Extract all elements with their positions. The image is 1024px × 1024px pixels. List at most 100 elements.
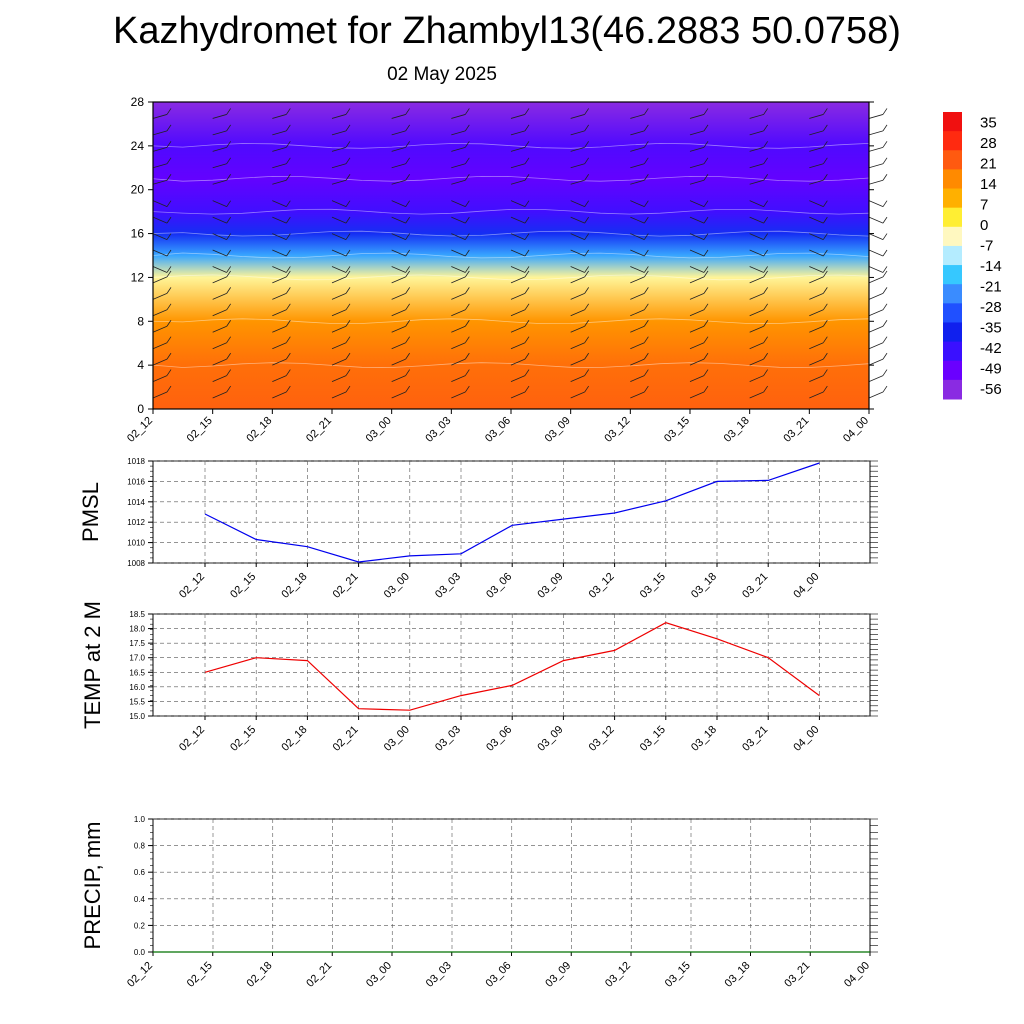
wind-barb [809,216,824,224]
wind-barb [868,325,884,333]
wind-barb-flag [524,385,530,393]
wind-barb-flag [286,266,291,273]
wind-barb-flag [345,369,351,376]
wind-barb-flag [286,157,291,165]
wind-barb-flag [226,352,231,360]
wind-barb-flag [465,320,470,327]
wind-barb-flag [345,303,351,311]
wind-barb-flag [405,124,410,132]
heatmap-contour-line [152,362,870,368]
wind-barb-flag [882,141,888,148]
wind-barb [272,342,287,350]
wind-barb [868,276,884,284]
wind-barb-flag [345,200,351,207]
x-tick-label: 03_18 [689,571,719,601]
wind-barb [451,292,466,300]
wind-barb [510,292,526,300]
wind-barb [391,375,406,382]
wind-barb-flag [345,320,351,327]
wind-barb-flag [584,320,589,327]
wind-barb [630,179,645,185]
x-tick-label: 03_18 [689,724,719,754]
wind-barb-flag [703,108,709,115]
wind-barb [570,309,585,317]
wind-barb [152,309,168,317]
colorbar-swatch [943,265,962,285]
wind-barb-flag [644,200,649,207]
x-tick-label: 03_09 [535,571,565,601]
y-tick-label: 1018 [127,457,145,466]
wind-barb [868,146,884,152]
wind-barb [272,200,287,208]
wind-barb [152,292,168,300]
wind-barb-flag [584,303,589,311]
wind-barb-flag [703,270,709,278]
wind-barb-flag [823,141,828,148]
wind-barb [331,163,347,169]
wind-barb [212,391,227,399]
wind-barb-flag [405,141,410,148]
colorbar-label: -49 [980,360,1002,377]
colorbar-label: 0 [980,217,988,234]
wind-barb-flag [823,336,828,343]
y-tick-label: 1010 [127,539,145,548]
wind-barb-flag [703,320,709,327]
wind-barb [331,233,347,240]
x-tick-label: 02_18 [245,960,275,990]
chart-title: Kazhydromet for Zhambyl13(46.2883 50.075… [113,10,901,52]
wind-barb-flag [524,200,530,207]
wind-barb [212,292,227,300]
wind-barb [510,266,526,273]
wind-barb-flag [882,124,888,132]
wind-barb-flag [345,108,351,115]
wind-barb-flag [644,216,649,224]
wind-barb-flag [345,124,351,132]
wind-barb-flag [345,233,351,240]
y-tick-label: 16.0 [129,683,145,692]
y-tick-label: 17.0 [129,654,145,663]
wind-barb-flag [823,216,828,224]
wind-barb-flag [823,287,828,294]
wind-barb-flag [584,385,589,393]
wind-barb [510,179,526,185]
wind-barb-flag [226,233,231,240]
wind-barb-flag [405,157,410,165]
wind-barb [510,391,526,399]
wind-barb [749,309,764,317]
wind-barb-flag [166,141,172,148]
x-tick-label: 03_12 [603,960,633,990]
x-tick-label: 03_21 [782,960,812,990]
x-tick-label: 04_00 [841,415,871,445]
wind-barb-flag [286,369,291,376]
wind-barb [451,146,466,152]
wind-barb [809,146,824,152]
wind-barb [868,266,884,273]
x-tick-label: 03_03 [424,960,454,990]
wind-barb-flag [584,270,589,278]
wind-barb-flag [644,303,649,311]
wind-barb [570,375,585,382]
wind-barb [689,146,705,152]
wind-barb [152,216,168,224]
wind-barb-flag [524,369,530,376]
x-tick-label: 03_09 [543,960,573,990]
wind-barb-flag [703,303,709,311]
x-tick-label: 03_15 [663,960,693,990]
colorbar-label: 28 [980,135,997,152]
wind-barb-flag [703,369,709,376]
y-tick-label: 16.5 [129,668,145,677]
wind-barb [212,375,227,382]
wind-barb [570,292,585,300]
wind-barb-flag [703,385,709,393]
wind-barb [272,216,287,224]
wind-barb-flag [703,157,709,165]
y-tick-label: 4 [137,358,144,372]
wind-barb [630,146,645,152]
x-tick-label: 02_18 [244,415,274,445]
wind-barb-flag [226,287,231,294]
panel-ylabel-1: PMSL [78,482,103,542]
x-tick-label: 03_15 [662,415,692,445]
x-tick-label: 03_06 [483,415,513,445]
wind-barb-flag [465,249,470,257]
wind-barb [868,375,884,382]
